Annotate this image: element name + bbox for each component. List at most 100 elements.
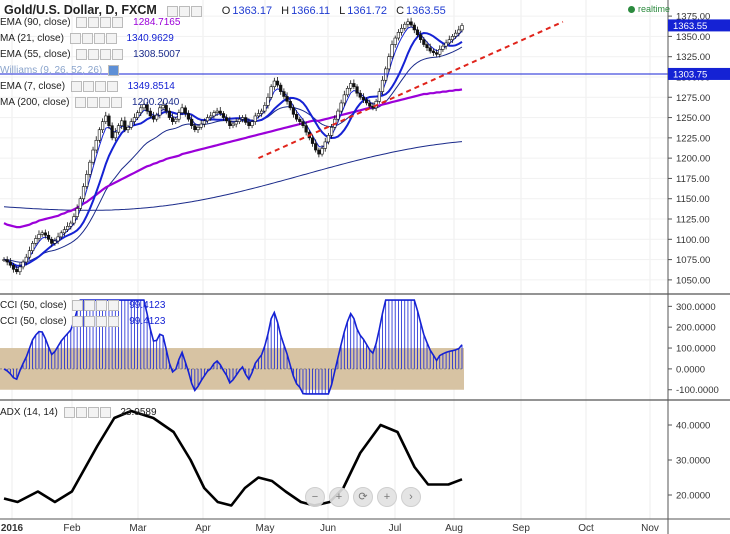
indicator-row-williams[interactable]: Williams (9, 26, 52, 26) [0, 65, 123, 76]
candle-body [244, 117, 248, 123]
indicator-row-cci-1[interactable]: CCI (50, close) 99.4123 [0, 300, 165, 311]
price-tick-label: 1050.00 [676, 275, 710, 286]
close-icon[interactable] [105, 33, 117, 44]
candle-body [139, 107, 143, 113]
settings-icon[interactable] [82, 81, 94, 92]
zoom-in-icon[interactable]: + [329, 487, 349, 507]
price-tick-label: 1375.00 [676, 12, 710, 23]
eye-icon[interactable] [76, 17, 88, 28]
close-icon[interactable] [111, 97, 123, 108]
candle-body [120, 120, 124, 126]
ohlc-readout: O 1363.17 H 1366.11 L 1361.72 C 1363.55 [216, 5, 446, 17]
candle-body [123, 120, 127, 131]
candle-body [266, 96, 270, 106]
candle-body [18, 266, 22, 273]
adx-axis[interactable]: 40.0000 30.0000 20.0000 [668, 421, 710, 502]
close-icon[interactable] [108, 316, 120, 327]
eye-icon[interactable] [69, 33, 81, 44]
eye-icon[interactable] [108, 65, 120, 76]
reset-icon[interactable]: ⟳ [353, 487, 373, 507]
indicator-row-ma200[interactable]: MA (200, close) 1200.2040 [0, 97, 179, 108]
symbol-title[interactable]: Gold/U.S. Dollar, D, FXCM [4, 3, 157, 17]
price-tick-label: 1225.00 [676, 133, 710, 144]
settings-icon[interactable] [179, 5, 191, 17]
candle-body [43, 232, 47, 236]
time-tick-label: Apr [195, 523, 211, 534]
plus-icon[interactable] [100, 49, 112, 60]
adx-line [3, 409, 463, 507]
candle-body [31, 243, 35, 251]
add-icon[interactable]: + [377, 487, 397, 507]
candle-body [167, 110, 171, 118]
candle-body [329, 127, 334, 136]
plus-icon[interactable] [87, 407, 99, 418]
zoom-out-icon[interactable]: − [305, 487, 325, 507]
close-icon[interactable] [112, 49, 124, 60]
indicator-row-ema7[interactable]: EMA (7, close) 1349.8514 [0, 81, 175, 92]
plus-icon[interactable] [93, 33, 105, 44]
candle-body [37, 234, 41, 239]
candle-body [291, 107, 296, 115]
indicator-value: 1340.9629 [126, 33, 174, 45]
price-tick-label: 1075.00 [676, 255, 710, 266]
indicator-row-ma21[interactable]: MA (21, close) 1340.9629 [0, 33, 174, 44]
indicator-row-cci-2[interactable]: CCI (50, close) 99.4123 [0, 316, 165, 327]
indicator-value: 1349.8514 [127, 81, 175, 93]
eye-icon[interactable] [76, 49, 88, 60]
price-pane[interactable] [0, 0, 668, 292]
cci-series [3, 299, 463, 395]
navigation-controls: − + ⟳ + › [305, 487, 425, 507]
settings-icon[interactable] [88, 49, 100, 60]
forward-icon[interactable]: › [401, 487, 421, 507]
settings-icon[interactable] [84, 300, 96, 311]
last-price-tag: 1363.55 [673, 21, 707, 32]
candle-body [450, 36, 455, 40]
candle-body [263, 105, 267, 112]
candle-body [164, 105, 168, 112]
settings-icon[interactable] [75, 407, 87, 418]
eye-icon[interactable] [72, 300, 84, 311]
plus-icon[interactable] [94, 81, 106, 92]
close-icon[interactable] [108, 300, 120, 311]
time-axis[interactable]: 2016 Feb Mar Apr May Jun Jul Aug Sep Oct Nov [1, 523, 659, 534]
close-icon[interactable] [191, 5, 203, 17]
settings-icon[interactable] [84, 316, 96, 327]
eye-icon[interactable] [63, 407, 75, 418]
settings-icon[interactable] [87, 97, 99, 108]
candle-body [91, 149, 95, 163]
candle-body [15, 269, 19, 273]
indicator-label: MA (200, close) [0, 97, 70, 109]
cci-axis[interactable]: 300.0000 200.0000 100.0000 0.0000 -100.0000 [668, 302, 719, 396]
eye-icon[interactable] [70, 81, 82, 92]
indicator-value: 99.4123 [129, 316, 166, 328]
indicator-label: EMA (55, close) [0, 49, 71, 61]
last-price-tag-bg [668, 19, 730, 32]
eye-icon[interactable] [72, 316, 84, 327]
indicator-row-ema90[interactable]: EMA (90, close) 1284.7165 [0, 17, 180, 28]
settings-icon[interactable] [88, 17, 100, 28]
candle-body [116, 125, 121, 133]
price-tick-label: 1175.00 [676, 174, 710, 185]
candle-body [282, 91, 286, 97]
indicator-buttons [63, 407, 112, 418]
cci-tick-label: 300.0000 [676, 302, 716, 313]
plus-icon[interactable] [96, 316, 108, 327]
eye-icon[interactable] [167, 5, 179, 17]
settings-icon[interactable] [81, 33, 93, 44]
candle-body [396, 32, 400, 39]
indicator-row-ema55[interactable]: EMA (55, close) 1308.5007 [0, 49, 180, 60]
close-icon[interactable] [106, 81, 118, 92]
candle-body [441, 45, 445, 50]
eye-icon[interactable] [75, 97, 87, 108]
close-icon[interactable] [112, 17, 124, 28]
candle-body [88, 161, 92, 175]
price-axis[interactable]: 1375.001350.001325.001300.001275.001250.… [668, 12, 710, 287]
trendline[interactable] [258, 20, 564, 160]
plus-icon[interactable] [96, 300, 108, 311]
cci-tick-label: -100.0000 [676, 385, 719, 396]
indicator-row-adx[interactable]: ADX (14, 14) 23.9589 [0, 407, 157, 418]
plus-icon[interactable] [100, 17, 112, 28]
plus-icon[interactable] [99, 97, 111, 108]
close-icon[interactable] [99, 407, 111, 418]
